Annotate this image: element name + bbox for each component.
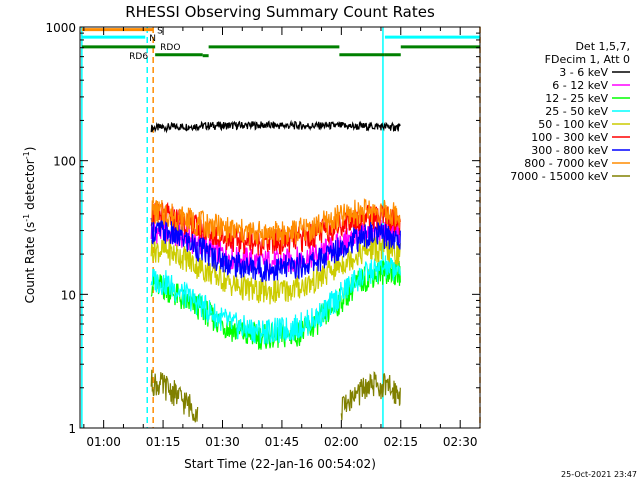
legend-entry-label: 50 - 100 keV <box>538 118 608 131</box>
legend-entry-label: 800 - 7000 keV <box>524 157 608 170</box>
y-tick-label: 100 <box>53 155 76 169</box>
flag-bar-s-label: S <box>157 27 163 37</box>
vertical-markers <box>81 27 481 428</box>
x-tick-label: 01:00 <box>86 435 121 449</box>
series-800to7000keV <box>150 197 401 247</box>
y-tick-label: 1 <box>68 422 76 436</box>
legend-entry-label: 12 - 25 keV <box>545 92 608 105</box>
date-stamp: 25-Oct-2021 23:47 <box>561 470 637 479</box>
series-line <box>150 217 401 283</box>
x-tick-label: 01:15 <box>146 435 181 449</box>
y-axis-label-main: Count Rate (s <box>23 222 37 304</box>
legend-header: Det 1,5,7, <box>575 40 630 53</box>
x-tick-label: 02:00 <box>324 435 359 449</box>
series-25to50keV <box>150 254 401 345</box>
y-tick-label: 1000 <box>45 21 76 35</box>
series-3to6keV <box>150 119 401 134</box>
series-line <box>150 236 401 305</box>
legend-header: FDecim 1, Att 0 <box>545 53 630 66</box>
series-line <box>150 119 401 134</box>
axes: 1 10 100 1000 01:00 01:15 01:30 01:45 02:00 02:15… <box>45 21 481 449</box>
series-50to100keV <box>150 236 401 305</box>
flag-bar-n-label: N <box>149 34 156 44</box>
series-300to800keV <box>150 217 401 283</box>
x-tick-label: 01:30 <box>205 435 240 449</box>
chart-title: RHESSI Observing Summary Count Rates <box>125 3 435 21</box>
y-tick-label: 10 <box>61 288 76 302</box>
series-line <box>150 369 199 423</box>
x-axis-label: Start Time (22-Jan-16 00:54:02) <box>184 457 376 471</box>
x-tick-label: 02:15 <box>383 435 418 449</box>
y-axis-label-sup1: -1 <box>22 214 31 222</box>
legend-entry-label: 300 - 800 keV <box>531 144 608 157</box>
legend-entry-label: 100 - 300 keV <box>531 131 608 144</box>
legend-entry-label: 7000 - 15000 keV <box>510 170 608 183</box>
legend-entry-label: 6 - 12 keV <box>552 79 608 92</box>
series-line <box>150 197 401 247</box>
plot-frame <box>79 26 481 429</box>
series-lines <box>150 119 401 423</box>
y-axis-label-mid: detector <box>23 159 37 214</box>
y-axis-label-end: ) <box>23 147 37 152</box>
y-axis-label: Count Rate (s-1 detector-1) <box>22 147 37 304</box>
x-tick-label: 01:45 <box>265 435 300 449</box>
series-7000to15000keV <box>150 369 401 423</box>
flag-bar-rdo-label: RDO <box>160 43 180 53</box>
y-axis-label-sup2: -1 <box>22 151 31 159</box>
legend-entry-label: 3 - 6 keV <box>559 66 608 79</box>
series-line <box>340 371 401 421</box>
flag-bar-rd6-label: RD6 <box>129 52 148 62</box>
series-line <box>150 254 401 345</box>
x-tick-label: 02:30 <box>443 435 478 449</box>
legend-entry-label: 25 - 50 keV <box>545 105 608 118</box>
